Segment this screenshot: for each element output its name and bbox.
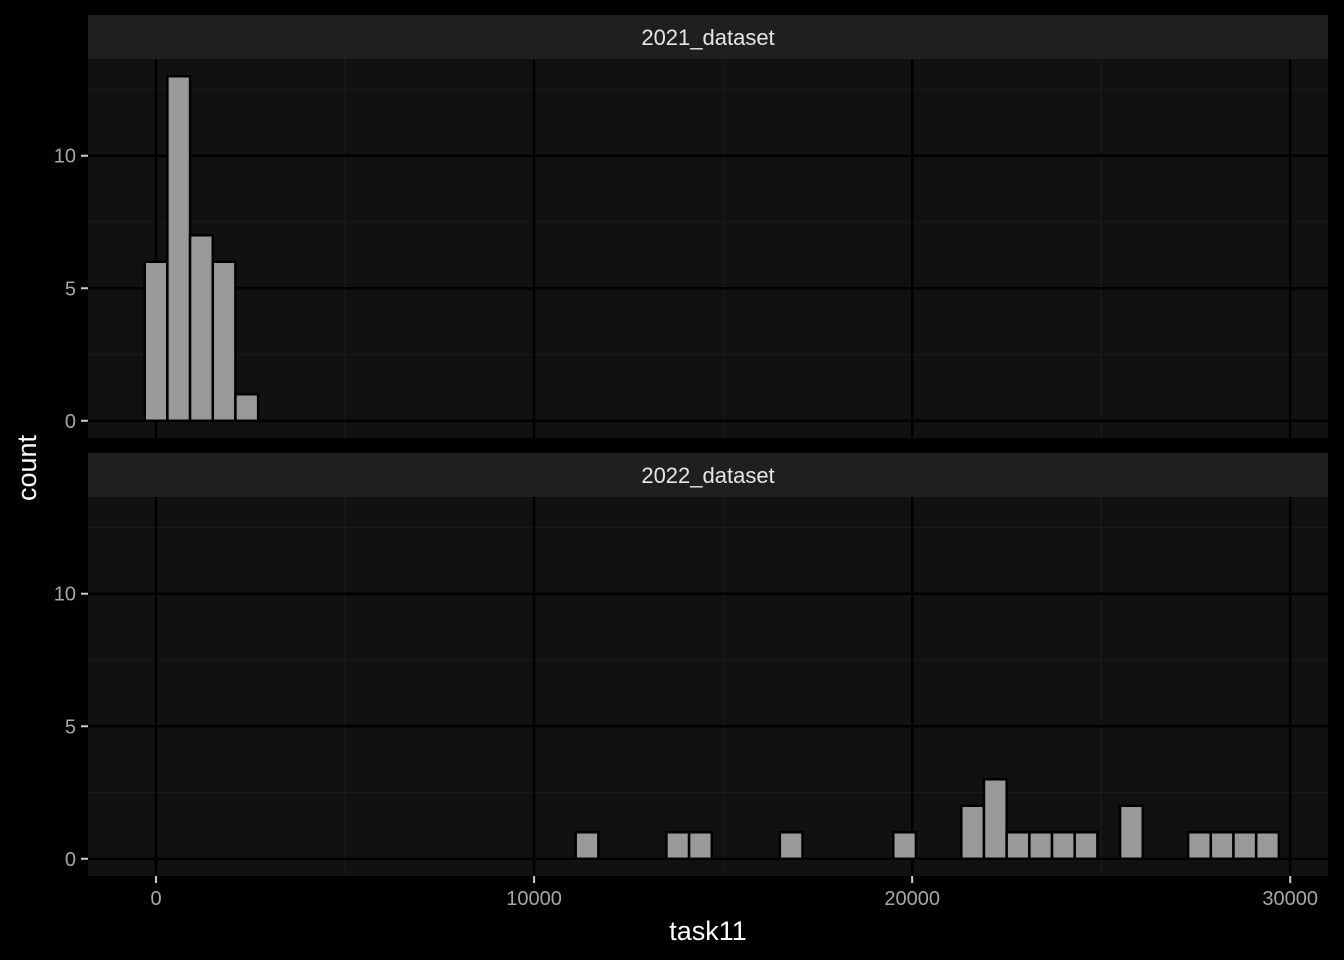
facet-strip-label: 2022_dataset <box>641 463 774 488</box>
histogram-bar <box>234 393 260 423</box>
histogram-bar <box>1073 831 1099 861</box>
x-tick-label: 30000 <box>1262 888 1318 910</box>
histogram-bar <box>1005 831 1031 861</box>
facet-strip-label: 2021_dataset <box>641 25 774 50</box>
histogram-bar <box>1028 831 1054 861</box>
x-tick-label: 0 <box>150 888 161 910</box>
histogram-bar <box>665 831 691 861</box>
histogram-bar <box>1118 804 1145 861</box>
y-tick-label: 10 <box>54 584 76 606</box>
y-axis-title: count <box>12 434 42 501</box>
histogram-bar <box>891 831 918 861</box>
facet-2022_dataset: 2022_dataset 0 5 10 <box>54 453 1328 876</box>
y-tick-label: 5 <box>65 278 76 300</box>
histogram-bar <box>687 831 714 861</box>
histogram-bar <box>574 831 600 861</box>
facet-panels: 2021_dataset 0 5 10 2022_dataset 0 5 10 0 10000 20… <box>54 15 1328 910</box>
histogram-bar <box>166 74 192 423</box>
histogram-bar <box>1186 831 1213 861</box>
histogram-bar <box>143 260 169 423</box>
histogram-bar <box>1209 831 1235 861</box>
y-tick-label: 0 <box>65 411 76 433</box>
histogram-bar <box>1050 831 1076 861</box>
histogram-bar <box>211 260 237 423</box>
y-tick-label: 0 <box>65 849 76 871</box>
facet-strip <box>88 15 1328 59</box>
y-tick-label: 10 <box>54 146 76 168</box>
x-axis-title: task11 <box>669 916 747 946</box>
x-tick-label: 20000 <box>884 888 940 910</box>
facet-2021_dataset: 2021_dataset 0 5 10 <box>54 15 1328 438</box>
x-tick-label: 10000 <box>506 888 562 910</box>
y-tick-label: 5 <box>65 716 76 738</box>
histogram-bar <box>960 804 986 861</box>
panel-background <box>88 59 1328 438</box>
facet-strip <box>88 453 1328 497</box>
histogram-bar <box>778 831 804 861</box>
histogram-bar <box>1254 831 1281 861</box>
histogram-bar <box>188 233 215 423</box>
histogram-bar <box>1232 831 1258 861</box>
histogram-bar <box>982 778 1008 861</box>
